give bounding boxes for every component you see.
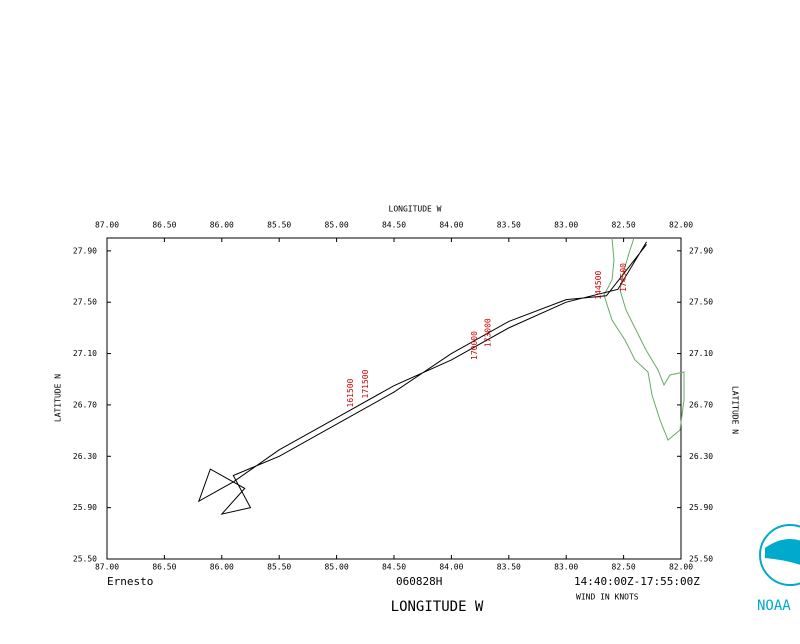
logo-text: NOAA — [757, 598, 791, 614]
right-axis-label: LATITUDE N — [731, 386, 740, 434]
time-annotation: 161500 — [346, 378, 355, 407]
x-tick-label: 85.50 — [267, 563, 291, 572]
y-tick-label-right: 26.30 — [689, 452, 713, 461]
y-tick-label: 27.90 — [73, 246, 97, 255]
noaa-logo: NOAA — [757, 524, 800, 614]
logo-wave — [765, 539, 800, 565]
x-tick-label-top: 84.50 — [382, 221, 406, 230]
x-tick-label-top: 84.00 — [439, 221, 463, 230]
x-tick-label-top: 82.50 — [612, 221, 636, 230]
x-tick-label-top: 87.00 — [95, 221, 119, 230]
time-annotation: 174500 — [619, 263, 628, 292]
x-tick-label: 83.50 — [497, 563, 521, 572]
y-axis-label: LATITUDE N — [54, 374, 63, 422]
time-annotation: 173000 — [484, 318, 493, 347]
x-tick-label: 86.00 — [210, 563, 234, 572]
x-tick-label: 84.50 — [382, 563, 406, 572]
x-tick-label: 86.50 — [152, 563, 176, 572]
x-tick-label: 83.00 — [554, 563, 578, 572]
x-tick-label-top: 85.50 — [267, 221, 291, 230]
flight-track — [197, 241, 647, 515]
storm-name: Ernesto — [107, 575, 153, 588]
x-tick-label-top: 83.50 — [497, 221, 521, 230]
y-tick-label: 26.30 — [73, 452, 97, 461]
y-tick-label-right: 27.10 — [689, 349, 713, 358]
y-tick-label-right: 26.70 — [689, 400, 713, 409]
x-tick-label-top: 86.00 — [210, 221, 234, 230]
top-axis-label: LONGITUDE W — [389, 205, 442, 214]
y-tick-label: 26.70 — [73, 400, 97, 409]
coastline — [603, 237, 685, 441]
units-note: WIND IN KNOTS — [576, 593, 639, 602]
x-tick-label: 85.00 — [325, 563, 349, 572]
y-tick-label: 25.50 — [73, 555, 97, 564]
y-tick-label-right: 25.90 — [689, 503, 713, 512]
time-annotation: 170000 — [470, 331, 479, 360]
x-tick-label-top: 83.00 — [554, 221, 578, 230]
time-annotation: 144500 — [594, 271, 603, 300]
x-tick-label-top: 86.50 — [152, 221, 176, 230]
x-tick-label: 82.50 — [612, 563, 636, 572]
x-tick-label-top: 85.00 — [325, 221, 349, 230]
x-axis-label: LONGITUDE W — [391, 599, 484, 615]
y-tick-label-right: 25.50 — [689, 555, 713, 564]
time-annotation: 171500 — [361, 369, 370, 398]
flight-id: 060828H — [396, 575, 442, 588]
x-tick-label: 82.00 — [669, 563, 693, 572]
x-tick-label-top: 82.00 — [669, 221, 693, 230]
logo-circle — [759, 524, 800, 586]
y-tick-label: 27.10 — [73, 349, 97, 358]
y-tick-label: 27.50 — [73, 298, 97, 307]
y-tick-label: 25.90 — [73, 503, 97, 512]
time-range: 14:40:00Z-17:55:00Z — [574, 575, 700, 588]
y-tick-label-right: 27.50 — [689, 298, 713, 307]
x-tick-label: 87.00 — [95, 563, 119, 572]
y-tick-label-right: 27.90 — [689, 246, 713, 255]
x-tick-label: 84.00 — [439, 563, 463, 572]
